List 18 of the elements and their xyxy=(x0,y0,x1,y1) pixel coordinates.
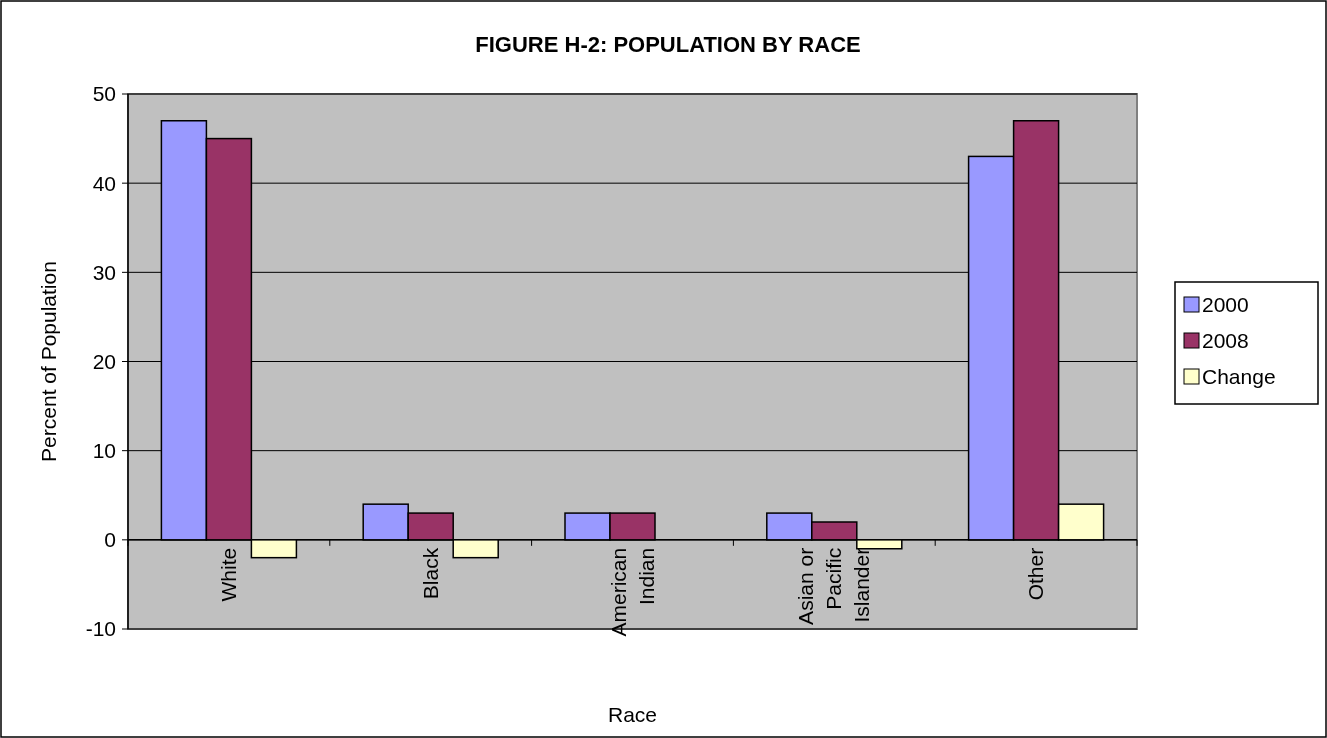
legend-label: Change xyxy=(1202,365,1276,389)
x-axis-title: Race xyxy=(607,703,658,726)
y-axis-title: Percent of Population xyxy=(37,261,60,462)
x-tick-label: White xyxy=(216,547,240,602)
x-tick-label: American Indian xyxy=(606,547,658,637)
y-tick-label: 50 xyxy=(92,82,116,106)
legend-label: 2008 xyxy=(1202,329,1249,353)
legend-label: 2000 xyxy=(1202,293,1249,317)
x-tick-label: Other xyxy=(1024,547,1048,601)
chart-title: FIGURE H-2: POPULATION BY RACE xyxy=(475,32,861,57)
x-tick-label: Black xyxy=(418,547,442,600)
y-tick-label: 40 xyxy=(92,171,116,195)
x-tick-label: Asian or Pacific Islander xyxy=(794,547,874,625)
y-tick-label: 20 xyxy=(92,349,116,373)
y-tick-label: 0 xyxy=(104,528,116,552)
y-tick-label: -10 xyxy=(85,617,116,641)
y-tick-label: 10 xyxy=(92,439,116,463)
y-tick-label: 30 xyxy=(92,260,116,284)
